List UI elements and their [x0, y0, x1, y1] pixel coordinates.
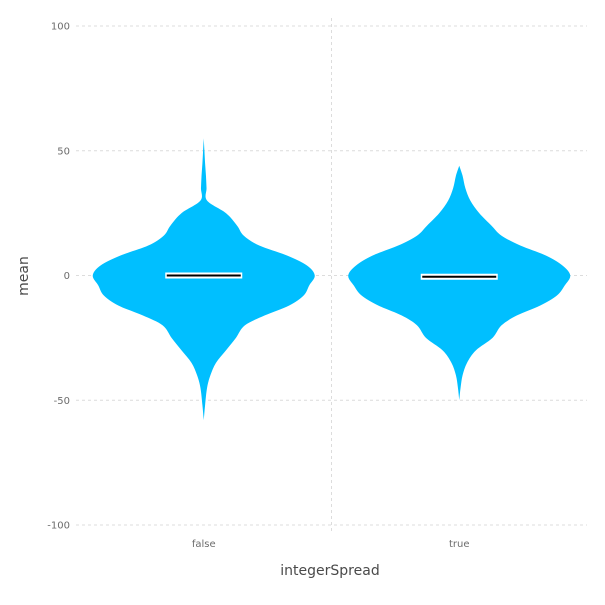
- y-tick-label: 0: [64, 271, 70, 282]
- violin-true: [348, 165, 571, 401]
- median-layer: [165, 272, 498, 280]
- violin-false: [92, 138, 315, 421]
- y-tick-label: 50: [57, 146, 70, 157]
- y-tick-label: 100: [51, 22, 70, 33]
- y-tick-labels: 100 50 0 -50 -100: [47, 22, 70, 532]
- x-tick-label: true: [449, 539, 470, 550]
- x-tick-label: false: [192, 539, 216, 550]
- x-axis-title: integerSpread: [280, 563, 379, 579]
- y-tick-label: -50: [54, 396, 70, 407]
- violin-layer: [92, 138, 571, 421]
- y-axis-title: mean: [16, 256, 32, 296]
- x-tick-labels: false true: [192, 539, 470, 550]
- y-tick-label: -100: [47, 521, 70, 532]
